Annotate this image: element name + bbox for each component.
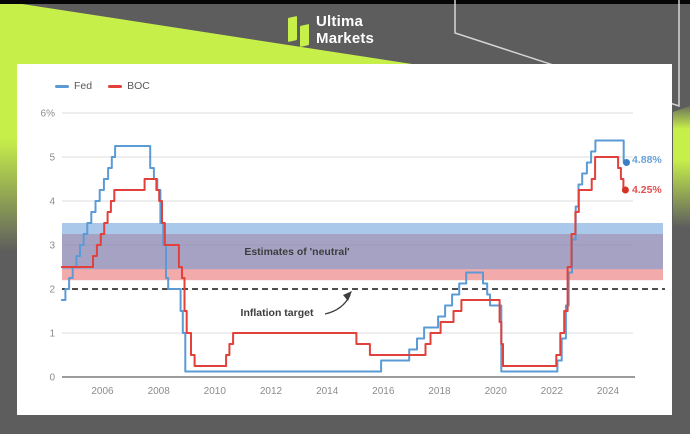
- fed-end-value-label: 4.88%: [632, 154, 662, 166]
- chart-panel: Fed BOC 6% 5 4 3 2 1 0 2006 2008 2010 2012 2014 2016…: [17, 64, 672, 415]
- svg-text:2024: 2024: [597, 386, 620, 397]
- logo-bar-left: [288, 15, 297, 43]
- svg-text:2016: 2016: [372, 386, 395, 397]
- svg-text:2018: 2018: [428, 386, 451, 397]
- svg-text:3: 3: [49, 241, 55, 252]
- svg-text:2014: 2014: [316, 386, 339, 397]
- svg-text:2008: 2008: [148, 386, 171, 397]
- legend-item-boc: BOC: [108, 80, 150, 92]
- boc-end-value-label: 4.25%: [632, 184, 662, 196]
- svg-text:2010: 2010: [204, 386, 227, 397]
- fed-line-swatch: [55, 84, 69, 88]
- legend-item-fed: Fed: [55, 80, 92, 92]
- inflation-target-annotation: Inflation target: [240, 307, 314, 319]
- svg-text:2: 2: [49, 285, 55, 296]
- logo-bar-right: [300, 23, 309, 48]
- policy-rate-chart: 6% 5 4 3 2 1 0 2006 2008 2010 2012 2014 2016 2018 2020…: [41, 109, 665, 397]
- brand-name: Ultima Markets: [316, 10, 374, 50]
- svg-text:5: 5: [49, 153, 55, 164]
- fed-legend-label: Fed: [74, 80, 93, 92]
- svg-text:2020: 2020: [485, 386, 508, 397]
- brand-logo: Ultima Markets: [286, 10, 374, 50]
- top-black-bar: [0, 0, 690, 4]
- brand-name-line2: Markets: [316, 30, 375, 47]
- svg-text:2012: 2012: [260, 386, 283, 397]
- svg-text:4: 4: [49, 197, 55, 208]
- svg-text:0: 0: [49, 373, 55, 384]
- neutral-estimates-annotation: Estimates of 'neutral': [244, 246, 350, 258]
- svg-text:2006: 2006: [91, 386, 114, 397]
- boc-legend-label: BOC: [127, 80, 150, 92]
- boc-line-swatch: [108, 84, 123, 88]
- svg-text:6%: 6%: [41, 109, 56, 120]
- svg-text:2022: 2022: [541, 386, 564, 397]
- svg-text:1: 1: [49, 329, 55, 340]
- brand-logo-icon: [286, 10, 316, 50]
- green-accent-right: [673, 106, 690, 234]
- brand-name-line1: Ultima: [316, 13, 364, 30]
- chart-legend: Fed BOC: [55, 80, 150, 92]
